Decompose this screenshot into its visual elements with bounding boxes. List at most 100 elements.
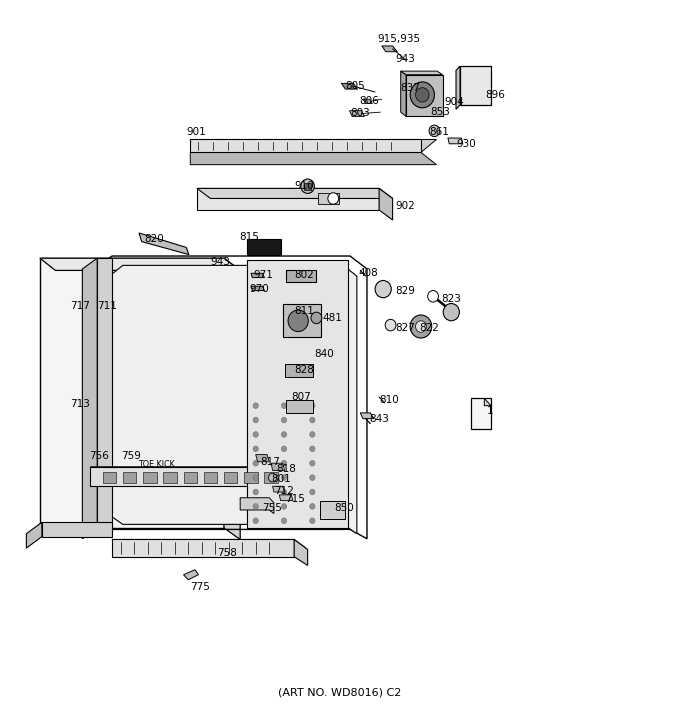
Bar (123, 472, 136, 484)
Polygon shape (406, 75, 443, 117)
Circle shape (282, 431, 287, 437)
Text: 861: 861 (429, 128, 449, 137)
Circle shape (309, 460, 315, 466)
Polygon shape (271, 463, 285, 471)
Circle shape (309, 518, 315, 523)
Polygon shape (40, 258, 240, 270)
Polygon shape (190, 139, 421, 152)
Polygon shape (224, 258, 240, 539)
Circle shape (309, 403, 315, 409)
Polygon shape (190, 139, 437, 152)
Text: 408: 408 (359, 268, 379, 278)
Bar (163, 472, 177, 484)
Text: 815: 815 (239, 231, 258, 241)
Text: 971: 971 (254, 270, 273, 280)
Text: 828: 828 (294, 365, 314, 375)
Polygon shape (27, 522, 42, 548)
Polygon shape (190, 152, 437, 165)
Text: 820: 820 (144, 233, 164, 244)
Polygon shape (350, 111, 364, 117)
Text: 829: 829 (395, 286, 415, 296)
Text: 853: 853 (430, 107, 450, 117)
Circle shape (309, 431, 315, 437)
Text: 810: 810 (379, 395, 399, 405)
Circle shape (375, 281, 391, 298)
Bar (318, 194, 339, 204)
Polygon shape (360, 413, 374, 418)
Text: 943: 943 (211, 257, 231, 267)
Text: 817: 817 (260, 457, 280, 467)
Polygon shape (306, 467, 321, 497)
Circle shape (415, 88, 429, 102)
Text: 711: 711 (97, 302, 117, 311)
Polygon shape (401, 71, 443, 75)
Polygon shape (90, 467, 321, 478)
Polygon shape (320, 501, 345, 519)
Polygon shape (97, 258, 112, 528)
Text: 910: 910 (294, 181, 314, 191)
Text: 840: 840 (314, 349, 334, 359)
Text: 811: 811 (294, 306, 314, 315)
Polygon shape (273, 486, 285, 492)
Polygon shape (251, 273, 265, 278)
Text: 805: 805 (345, 80, 365, 91)
Text: 901: 901 (186, 128, 206, 137)
Circle shape (385, 319, 396, 331)
Bar (103, 472, 116, 484)
Polygon shape (112, 539, 294, 557)
Circle shape (429, 125, 440, 136)
Polygon shape (279, 495, 293, 501)
Polygon shape (247, 260, 348, 528)
Circle shape (309, 417, 315, 423)
Polygon shape (460, 66, 491, 105)
Circle shape (410, 315, 432, 338)
Circle shape (282, 403, 287, 409)
Text: 759: 759 (121, 451, 141, 461)
Text: 850: 850 (335, 503, 354, 513)
Circle shape (269, 473, 277, 482)
Text: 843: 843 (370, 414, 390, 423)
Polygon shape (112, 539, 307, 550)
Polygon shape (286, 270, 316, 282)
Text: 902: 902 (395, 201, 415, 211)
Polygon shape (40, 258, 224, 528)
Text: 756: 756 (89, 451, 109, 461)
Polygon shape (456, 66, 460, 109)
Bar (143, 472, 156, 484)
Text: 823: 823 (441, 294, 461, 304)
Bar (204, 472, 217, 484)
Bar (224, 472, 237, 484)
Text: 943: 943 (395, 54, 415, 64)
Bar (247, 239, 281, 254)
Bar (184, 472, 197, 484)
Text: 807: 807 (292, 392, 311, 402)
Text: 801: 801 (271, 474, 291, 484)
Text: (ART NO. WD8016) C2: (ART NO. WD8016) C2 (278, 687, 402, 697)
Text: 827: 827 (395, 323, 415, 333)
Text: 818: 818 (276, 464, 296, 474)
Bar (265, 472, 278, 484)
Circle shape (253, 403, 258, 409)
Text: 806: 806 (359, 96, 379, 107)
Circle shape (282, 417, 287, 423)
Polygon shape (379, 188, 392, 220)
Polygon shape (471, 399, 491, 428)
Polygon shape (484, 399, 491, 406)
Circle shape (253, 417, 258, 423)
Circle shape (415, 320, 426, 332)
Circle shape (282, 460, 287, 466)
Circle shape (443, 304, 460, 320)
Circle shape (253, 460, 258, 466)
Circle shape (282, 518, 287, 523)
Circle shape (253, 475, 258, 481)
Polygon shape (42, 522, 112, 536)
Circle shape (253, 503, 258, 509)
Circle shape (282, 475, 287, 481)
Polygon shape (256, 455, 269, 462)
Text: 758: 758 (217, 548, 237, 558)
Text: 915,935: 915,935 (377, 34, 420, 44)
Text: 1: 1 (487, 407, 494, 416)
Circle shape (253, 446, 258, 452)
Text: 717: 717 (70, 302, 90, 311)
Circle shape (253, 518, 258, 523)
